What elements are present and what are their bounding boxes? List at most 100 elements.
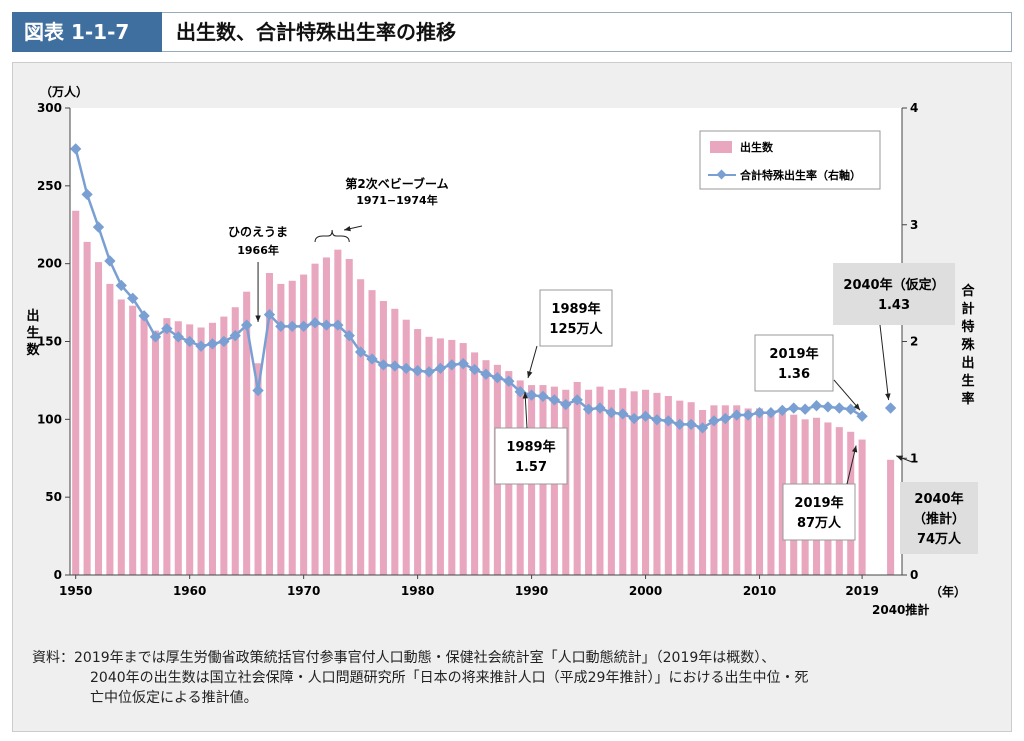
tfr-point <box>354 346 367 358</box>
tfr-point <box>731 409 743 421</box>
tfr-point <box>685 418 697 431</box>
birth-bar <box>642 389 650 575</box>
tfr-point <box>605 407 618 419</box>
birth-bar <box>151 330 160 575</box>
birth-bar <box>311 263 319 575</box>
annotation-hinoe: ひのえうま <box>228 225 288 239</box>
annotation-2040-tfr-text: 2040年（仮定） <box>843 277 944 293</box>
tfr-point <box>446 359 458 371</box>
birth-bar <box>858 439 866 575</box>
tfr-point <box>343 330 355 342</box>
birth-bar <box>254 363 262 575</box>
tfr-point <box>582 403 595 415</box>
tfr-point <box>400 362 412 375</box>
right-tick-label: 1 <box>910 451 918 465</box>
b2019-arrow <box>846 445 857 485</box>
tfr-point <box>275 320 287 332</box>
birth-bar <box>425 336 433 575</box>
b1989-arrowhead <box>527 371 533 378</box>
tfr-point <box>639 410 652 422</box>
birth-bar-2040 <box>887 459 895 575</box>
x-tick-label: 1960 <box>173 584 206 598</box>
tfr-point <box>571 394 583 406</box>
right-tick-label: 2 <box>910 335 918 349</box>
birth-bar <box>300 274 308 575</box>
birth-bar <box>265 273 273 575</box>
x-tick-label: 2010 <box>743 584 776 598</box>
birth-bar <box>322 257 330 575</box>
tfr-point <box>218 335 230 348</box>
birth-bar <box>607 389 615 575</box>
birth-bar <box>630 391 638 575</box>
annotation-2019-births-box <box>782 483 856 541</box>
source-note-line3: 亡中位仮定による推計値。 <box>90 690 258 706</box>
annotation-2040-tfr-box <box>833 263 955 325</box>
annotation-2040-births-text: （推計） <box>913 511 965 527</box>
bar-series <box>72 210 895 576</box>
birth-bar <box>231 307 239 575</box>
t2019-arrow <box>833 379 861 411</box>
annotation-boom: 1971−1974年 <box>356 193 437 207</box>
tfr-point <box>548 394 561 406</box>
birth-bar <box>357 279 365 575</box>
tfr-point <box>674 418 686 431</box>
annotation-2040-tfr-text: 1.43 <box>878 298 910 313</box>
annotation-2019-tfr-text: 1.36 <box>778 367 810 382</box>
tfr-point <box>206 338 219 350</box>
source-note-line2: 2040年の出生数は国立社会保障・人口問題研究所「日本の将来推計人口（平成29年… <box>90 670 809 686</box>
tfr-point <box>411 365 424 377</box>
birth-bar <box>482 360 490 575</box>
x-tick-label: 1970 <box>287 584 320 598</box>
hinoe-arrowhead <box>255 315 261 322</box>
annotation-1989-births-box <box>539 289 613 347</box>
t1989-arrowhead <box>522 392 529 399</box>
legend: 出生数 合計特殊出生率（右軸） <box>699 130 881 190</box>
tfr-point <box>377 359 390 371</box>
tfr-point <box>491 372 504 384</box>
birth-bar <box>664 395 672 575</box>
tfr-point <box>434 362 447 375</box>
birth-bar <box>277 283 285 575</box>
x-extra-label: 2040推計 <box>872 602 929 617</box>
birth-bar <box>391 308 399 575</box>
left-tick-label: 100 <box>37 412 62 426</box>
annotations: ひのえうま 1966年 第2次ベビーブーム 1971−1974年 1989年 125万人 1… <box>228 176 978 554</box>
boom-arrowhead <box>344 225 351 232</box>
annotation-hinoe: 1966年 <box>237 243 279 257</box>
tfr-point <box>184 335 196 348</box>
tfr-point <box>457 358 469 370</box>
source-note-line1: 資料：2019年までは厚生労働省政策統括官付参事官付人口動態・保健社会統計室「人… <box>32 650 776 666</box>
tfr-point <box>822 401 834 413</box>
birth-bar <box>756 408 764 575</box>
annotation-2040-births-text: 2040年 <box>914 491 963 507</box>
birth-bar <box>699 409 707 575</box>
x-tick-label: 2000 <box>629 584 662 598</box>
right-tick-label: 3 <box>910 218 918 232</box>
right-tick-label: 4 <box>910 101 918 115</box>
x-tick-label: 1980 <box>401 584 434 598</box>
birth-bar <box>687 402 695 575</box>
tfr-point <box>696 422 709 434</box>
tfr-point <box>560 398 572 411</box>
figure-number-badge: 図表 1-1-7 <box>12 12 162 52</box>
birth-bar <box>368 290 376 575</box>
annotation-2019-tfr-box <box>754 334 834 392</box>
tfr-point <box>297 320 310 332</box>
tfr-point-2040 <box>884 402 897 414</box>
birth-bar <box>208 322 216 575</box>
left-tick-label: 300 <box>37 101 62 115</box>
tfr-point <box>662 415 675 427</box>
boom-brace <box>314 229 350 243</box>
legend-line-label: 合計特殊出生率（右軸） <box>740 168 861 182</box>
tfr-point <box>537 390 549 403</box>
tfr-point <box>138 310 150 322</box>
tfr-point <box>514 386 526 398</box>
birth-bar <box>459 343 467 575</box>
birth-bar <box>83 241 91 575</box>
birth-bar <box>585 389 593 575</box>
birth-bar <box>163 318 171 575</box>
birth-bar <box>402 319 410 575</box>
birth-bar <box>197 327 205 575</box>
tfr-point <box>799 403 811 415</box>
left-axis-title: 出生数 <box>26 308 40 358</box>
